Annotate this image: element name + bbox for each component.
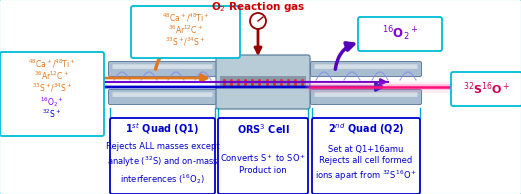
FancyBboxPatch shape <box>113 92 213 97</box>
Text: $^{16}$O$_2$$^+$: $^{16}$O$_2$$^+$ <box>382 25 418 43</box>
Text: $^{32}$S$^+$: $^{32}$S$^+$ <box>43 108 61 120</box>
Text: 2$^{nd}$ Quad (Q2): 2$^{nd}$ Quad (Q2) <box>328 121 404 137</box>
Text: $^{48}$Ca$^+$/$^{48}$Ti$^+$: $^{48}$Ca$^+$/$^{48}$Ti$^+$ <box>28 58 76 70</box>
FancyBboxPatch shape <box>311 61 421 76</box>
Circle shape <box>250 13 266 29</box>
FancyBboxPatch shape <box>108 89 217 105</box>
FancyBboxPatch shape <box>315 92 417 97</box>
FancyBboxPatch shape <box>110 118 215 194</box>
Text: O$_2$ Reaction gas: O$_2$ Reaction gas <box>211 0 305 14</box>
Text: $^{32}$S$^{16}$O$^+$: $^{32}$S$^{16}$O$^+$ <box>463 81 510 97</box>
Text: $^{16}$O$_2$$^+$: $^{16}$O$_2$$^+$ <box>40 95 64 109</box>
FancyBboxPatch shape <box>315 64 417 69</box>
Bar <box>220 76 306 88</box>
Text: 1$^{st}$ Quad (Q1): 1$^{st}$ Quad (Q1) <box>126 121 200 137</box>
Text: $^{36}$Ar$^{12}$C$^+$: $^{36}$Ar$^{12}$C$^+$ <box>168 24 203 36</box>
FancyBboxPatch shape <box>131 6 240 58</box>
Text: $^{48}$Ca$^+$/$^{48}$Ti$^+$: $^{48}$Ca$^+$/$^{48}$Ti$^+$ <box>162 12 209 24</box>
FancyBboxPatch shape <box>312 118 420 194</box>
FancyBboxPatch shape <box>218 118 308 194</box>
FancyBboxPatch shape <box>216 55 310 109</box>
Text: ORS$^3$ Cell: ORS$^3$ Cell <box>237 122 289 136</box>
Text: Converts S$^+$ to SO$^+$
Product ion: Converts S$^+$ to SO$^+$ Product ion <box>220 153 306 175</box>
Text: Rejects ALL masses except
analyte ($^{32}$S) and on-mass
interferences ($^{16}$O: Rejects ALL masses except analyte ($^{32… <box>106 142 219 186</box>
FancyBboxPatch shape <box>108 61 217 76</box>
FancyBboxPatch shape <box>311 89 421 105</box>
FancyBboxPatch shape <box>0 52 104 136</box>
Text: $^{36}$Ar$^{12}$C$^+$: $^{36}$Ar$^{12}$C$^+$ <box>34 70 69 82</box>
Text: $^{33}$S$^+$/$^{34}$S$^+$: $^{33}$S$^+$/$^{34}$S$^+$ <box>32 82 72 94</box>
FancyBboxPatch shape <box>451 72 521 106</box>
Text: $^{33}$S$^+$/$^{34}$S$^+$: $^{33}$S$^+$/$^{34}$S$^+$ <box>165 36 206 48</box>
FancyBboxPatch shape <box>358 17 442 51</box>
FancyBboxPatch shape <box>113 64 213 69</box>
Text: Set at Q1+16amu
Rejects all cell formed
ions apart from $^{32}$S$^{16}$O$^+$: Set at Q1+16amu Rejects all cell formed … <box>315 145 417 183</box>
